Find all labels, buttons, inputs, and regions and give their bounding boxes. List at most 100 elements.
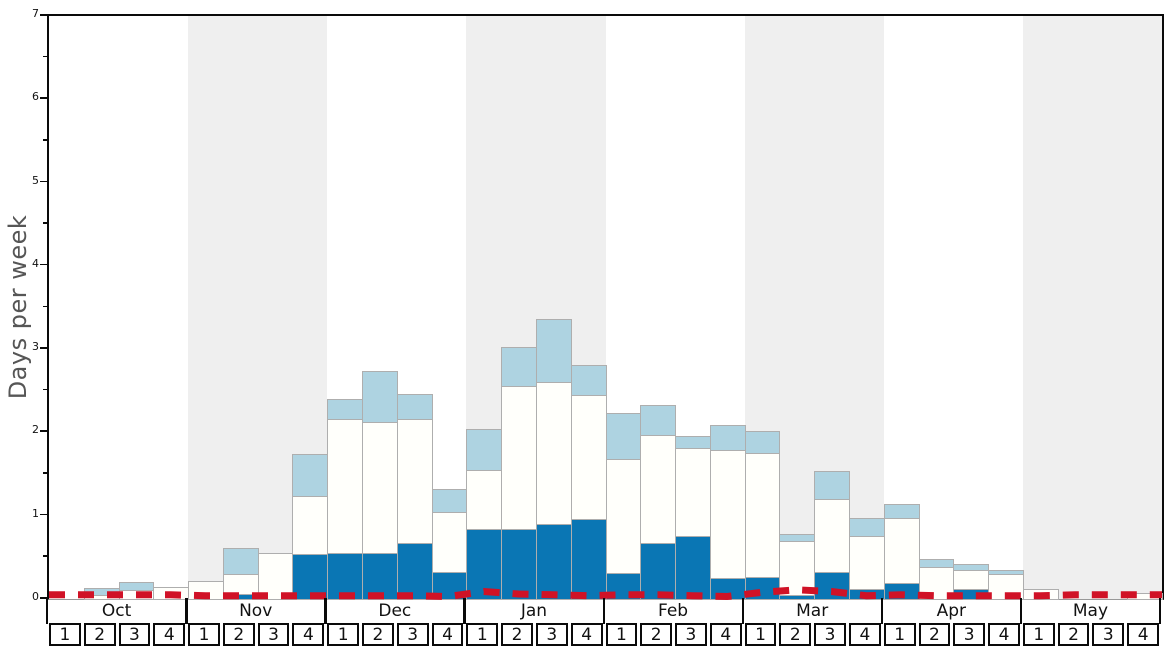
month-label-dec: Dec (378, 601, 412, 621)
month-separator (880, 598, 884, 624)
bar-segment-feb-w2 (640, 405, 677, 437)
plot-area (47, 14, 1164, 601)
y-minor-tick (43, 55, 47, 58)
week-cell-mar-4: 4 (848, 623, 881, 646)
week-cell-may-4: 4 (1127, 623, 1159, 646)
week-cell-mar-2: 2 (779, 623, 812, 646)
week-cell-apr-2: 2 (918, 623, 951, 646)
bar-segment-oct-w3 (118, 581, 155, 592)
y-major-tick (40, 347, 47, 349)
y-major-tick (40, 180, 47, 183)
y-minor-tick (43, 305, 47, 308)
week-cell-jan-3: 3 (535, 623, 568, 646)
month-separator (463, 598, 466, 624)
week-cell-dec-3: 3 (396, 623, 429, 646)
y-minor-tick (43, 222, 47, 224)
week-cell-feb-2: 2 (640, 623, 673, 646)
month-separator (185, 598, 188, 624)
week-cell-apr-4: 4 (988, 623, 1020, 646)
week-cell-may-3: 3 (1092, 623, 1125, 646)
x-axis-month-row: Oct Nov Dec Jan Feb Mar Apr May (46, 598, 1162, 624)
week-cell-dec-1: 1 (327, 623, 360, 646)
bar-segment-mar-w1 (744, 452, 781, 578)
bar-segment-feb-w4 (709, 425, 746, 452)
bar-segment-apr-w2 (918, 558, 955, 568)
bar-segment-dec-w3 (396, 542, 433, 600)
month-label-nov: Nov (239, 601, 273, 621)
y-tick-label: 1 (32, 506, 39, 520)
y-minor-tick (43, 138, 47, 141)
week-cell-nov-3: 3 (257, 623, 290, 646)
month-label-oct: Oct (101, 601, 132, 621)
y-tick-label: 4 (32, 256, 39, 270)
y-tick-label: 3 (32, 340, 39, 354)
bar-segment-mar-w3 (814, 499, 850, 573)
bar-segment-apr-w3 (953, 564, 990, 572)
bar-segment-mar-w1 (744, 431, 781, 454)
y-tick-label: 6 (32, 90, 39, 104)
red-dashed-average-line (49, 586, 1162, 601)
week-cell-dec-2: 2 (362, 623, 394, 646)
y-tick-label: 7 (32, 7, 39, 20)
bar-segment-nov-w4 (292, 453, 329, 498)
y-major-tick (40, 513, 47, 516)
week-cell-jan-4: 4 (570, 623, 603, 646)
week-cell-dec-4: 4 (431, 623, 464, 646)
week-cell-oct-2: 2 (83, 623, 116, 646)
y-minor-tick (43, 555, 47, 557)
y-major-tick (40, 97, 47, 99)
week-cell-may-2: 2 (1057, 623, 1090, 646)
bar-segment-jan-w1 (466, 470, 503, 530)
y-tick-label: 0 (32, 590, 39, 603)
week-cell-feb-1: 1 (605, 623, 638, 646)
week-cell-oct-3: 3 (118, 623, 151, 646)
week-cell-feb-3: 3 (675, 623, 707, 646)
bar-segment-jan-w4 (570, 395, 607, 520)
month-band-oct (49, 16, 189, 599)
month-separator (46, 598, 49, 624)
week-cell-nov-4: 4 (292, 623, 325, 646)
y-tick-label: 5 (32, 173, 39, 187)
week-cell-feb-4: 4 (709, 623, 742, 646)
bar-segment-jan-w1 (466, 428, 503, 472)
month-label-feb: Feb (658, 601, 689, 621)
bar-segment-feb-w4 (709, 450, 746, 579)
bar-segment-dec-w3 (396, 394, 433, 420)
y-major-tick (40, 14, 47, 16)
bar-segment-feb-w2 (640, 542, 677, 600)
y-minor-tick (43, 388, 47, 391)
bar-segment-apr-w1 (883, 504, 920, 519)
week-cell-mar-3: 3 (814, 623, 846, 646)
bar-segment-jan-w2 (501, 528, 537, 600)
y-major-tick (40, 430, 47, 433)
bar-segment-feb-w3 (675, 536, 711, 600)
week-cell-jan-2: 2 (501, 623, 533, 646)
bar-segment-mar-w3 (814, 471, 850, 501)
y-major-tick (40, 597, 47, 599)
week-cell-oct-4: 4 (153, 623, 186, 646)
bar-segment-feb-w3 (675, 447, 711, 538)
y-tick-label: 2 (32, 423, 39, 437)
week-cell-oct-1: 1 (49, 623, 81, 646)
month-separator (1159, 598, 1162, 624)
month-band-apr (883, 16, 1023, 599)
week-cell-nov-1: 1 (188, 623, 220, 646)
y-major-tick (40, 263, 47, 266)
week-cell-apr-3: 3 (953, 623, 986, 646)
bar-segment-feb-w1 (605, 458, 642, 574)
bar-segment-nov-w3 (257, 552, 294, 600)
week-cell-may-1: 1 (1022, 623, 1055, 646)
week-cell-mar-1: 1 (744, 623, 777, 646)
month-label-mar: Mar (796, 601, 829, 621)
month-band-may (1022, 16, 1162, 599)
bar-segment-jan-w4 (570, 365, 607, 397)
bar-segment-jan-w3 (535, 318, 572, 383)
month-separator (602, 598, 605, 624)
week-cell-jan-1: 1 (466, 623, 499, 646)
bar-segment-dec-w1 (327, 419, 364, 554)
month-separator (1019, 598, 1023, 624)
month-separator (324, 598, 327, 624)
week-cell-apr-1: 1 (883, 623, 916, 646)
